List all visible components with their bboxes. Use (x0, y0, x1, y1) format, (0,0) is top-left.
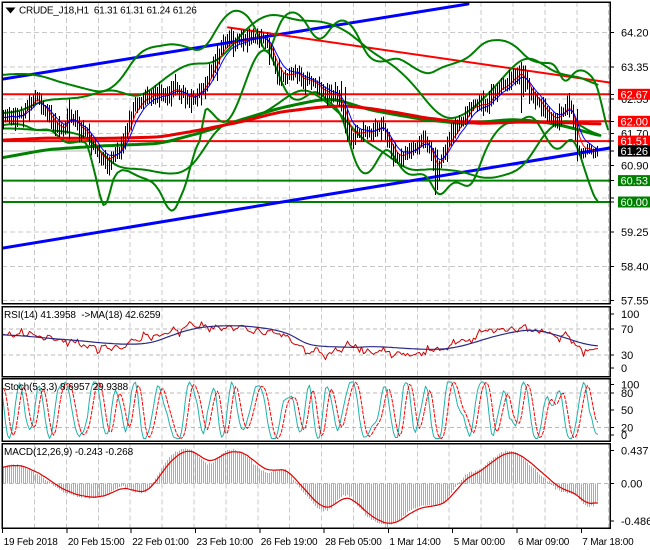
svg-text:RSI(14) 41.3958 ->MA(18) 42.6: RSI(14) 41.3958 ->MA(18) 42.6259 (4, 310, 161, 321)
svg-text:64.20: 64.20 (621, 28, 649, 40)
svg-text:70: 70 (621, 324, 633, 336)
svg-text:23 Feb 10:00: 23 Feb 10:00 (197, 537, 254, 548)
svg-text:100: 100 (621, 309, 639, 321)
svg-text:19 Feb 2018: 19 Feb 2018 (4, 537, 59, 548)
svg-text:62.00: 62.00 (621, 116, 649, 128)
svg-text:1 Mar 14:00: 1 Mar 14:00 (389, 537, 441, 548)
svg-text:MACD(12,26,9) -0.243 -0.268: MACD(12,26,9) -0.243 -0.268 (4, 447, 134, 458)
svg-text:50: 50 (621, 405, 633, 417)
svg-text:0.437: 0.437 (621, 446, 649, 458)
svg-text:60.90: 60.90 (621, 161, 649, 173)
svg-text:-0.486: -0.486 (621, 516, 650, 528)
svg-text:100: 100 (621, 380, 639, 392)
svg-text:63.35: 63.35 (621, 62, 649, 74)
svg-text:20: 20 (621, 423, 633, 435)
svg-text:6 Mar 09:00: 6 Mar 09:00 (518, 537, 570, 548)
svg-text:60.00: 60.00 (621, 197, 649, 209)
svg-text:7 Mar 18:00: 7 Mar 18:00 (582, 537, 634, 548)
svg-text:59.25: 59.25 (621, 227, 649, 239)
svg-text:26 Feb 19:00: 26 Feb 19:00 (261, 537, 318, 548)
svg-text:62.67: 62.67 (621, 89, 649, 101)
svg-text:20 Feb 15:00: 20 Feb 15:00 (68, 537, 125, 548)
svg-text:80: 80 (621, 388, 633, 400)
svg-text:57.55: 57.55 (621, 296, 649, 308)
svg-text:22 Feb 01:00: 22 Feb 01:00 (132, 537, 189, 548)
svg-text:58.40: 58.40 (621, 262, 649, 274)
svg-text:61.51: 61.51 (621, 136, 649, 148)
svg-text:0: 0 (621, 430, 627, 442)
svg-text:60.53: 60.53 (621, 176, 649, 188)
svg-text:0.00: 0.00 (621, 479, 642, 491)
svg-text:0: 0 (621, 363, 627, 375)
svg-text:61.26: 61.26 (621, 146, 649, 158)
svg-text:5 Mar 00:00: 5 Mar 00:00 (454, 537, 506, 548)
svg-text:28 Feb 05:00: 28 Feb 05:00 (325, 537, 382, 548)
svg-text:CRUDE_J18,H1 61.31 61.31 61.2: CRUDE_J18,H1 61.31 61.31 61.24 61.26 (19, 6, 197, 17)
svg-text:30: 30 (621, 350, 633, 362)
svg-text:Stoch(5,3,3) 8.6957 29.9388: Stoch(5,3,3) 8.6957 29.9388 (4, 382, 129, 393)
